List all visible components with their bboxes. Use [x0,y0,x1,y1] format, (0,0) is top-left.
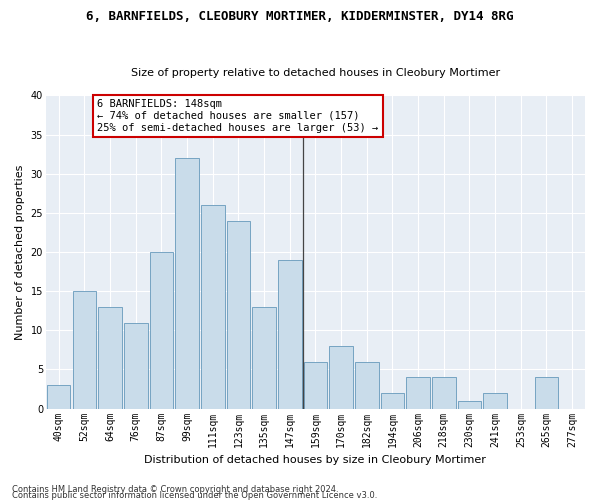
Bar [329,346,353,408]
Bar [47,385,70,408]
Bar [484,393,507,408]
Bar [355,362,379,408]
Text: Contains HM Land Registry data © Crown copyright and database right 2024.: Contains HM Land Registry data © Crown c… [12,485,338,494]
Bar [535,378,558,408]
Bar [98,307,122,408]
Bar [406,378,430,408]
Bar [458,401,481,408]
Y-axis label: Number of detached properties: Number of detached properties [15,164,25,340]
Bar [175,158,199,408]
Bar [73,291,96,408]
Bar [252,307,276,408]
Bar [124,322,148,408]
Text: 6, BARNFIELDS, CLEOBURY MORTIMER, KIDDERMINSTER, DY14 8RG: 6, BARNFIELDS, CLEOBURY MORTIMER, KIDDER… [86,10,514,23]
Bar [278,260,302,408]
Title: Size of property relative to detached houses in Cleobury Mortimer: Size of property relative to detached ho… [131,68,500,78]
Text: Contains public sector information licensed under the Open Government Licence v3: Contains public sector information licen… [12,490,377,500]
X-axis label: Distribution of detached houses by size in Cleobury Mortimer: Distribution of detached houses by size … [145,455,487,465]
Bar [149,252,173,408]
Bar [227,220,250,408]
Text: 6 BARNFIELDS: 148sqm
← 74% of detached houses are smaller (157)
25% of semi-deta: 6 BARNFIELDS: 148sqm ← 74% of detached h… [97,100,379,132]
Bar [201,205,224,408]
Bar [380,393,404,408]
Bar [304,362,327,408]
Bar [432,378,455,408]
